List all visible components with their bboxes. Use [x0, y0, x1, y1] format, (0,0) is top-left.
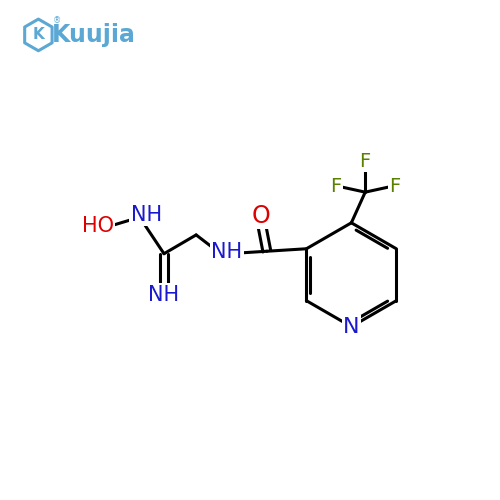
Text: N: N	[343, 316, 359, 336]
Text: Kuujia: Kuujia	[52, 23, 136, 47]
Text: NH: NH	[130, 205, 162, 225]
Text: HO: HO	[82, 216, 114, 236]
Text: O: O	[252, 204, 270, 228]
Text: ®: ®	[53, 16, 62, 26]
Text: K: K	[32, 28, 44, 42]
Text: F: F	[330, 176, 342, 196]
Text: NH: NH	[211, 242, 242, 262]
Text: F: F	[360, 152, 371, 171]
Text: F: F	[389, 176, 400, 196]
Text: NH: NH	[148, 284, 180, 304]
